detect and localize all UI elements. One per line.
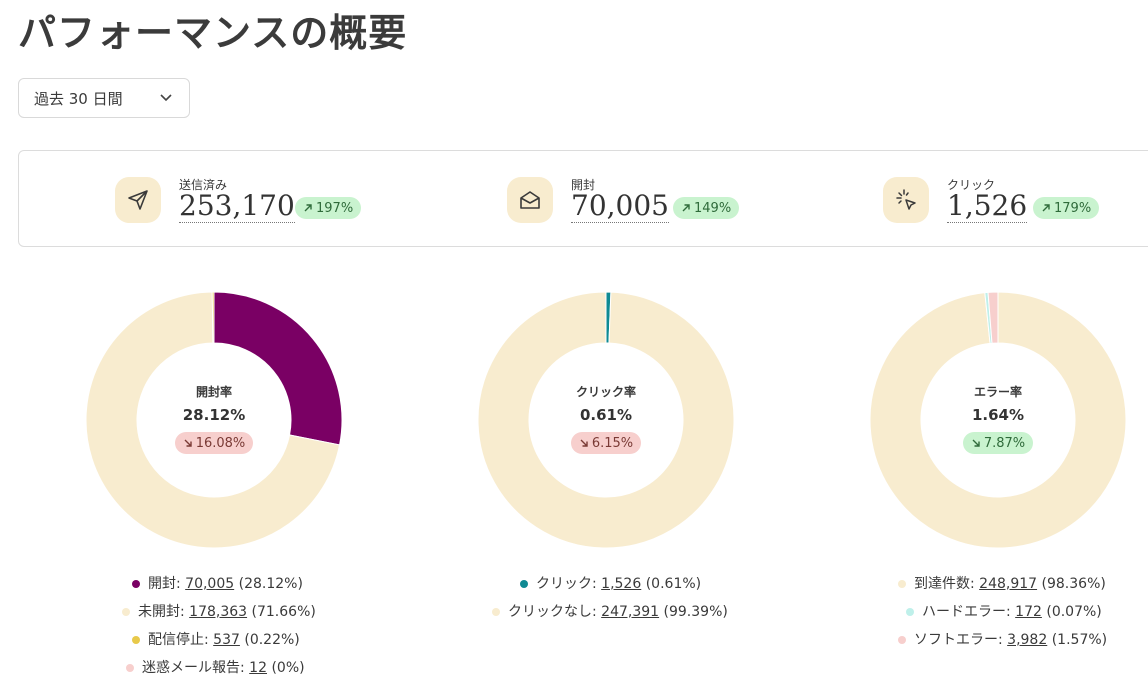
stat-opens-change-badge: 149% xyxy=(673,197,740,219)
legend-link-opened[interactable]: 70,005 xyxy=(185,576,235,592)
send-icon xyxy=(115,177,161,223)
legend-link-spam-reports[interactable]: 12 xyxy=(249,660,267,676)
legend-item-not-clicked: クリックなし: 247,391 (99.39%) xyxy=(492,598,728,626)
legend-item-delivered: 到達件数: 248,917 (98.36%) xyxy=(898,570,1107,598)
arrow-down-right-icon xyxy=(184,439,192,447)
legend-item-clicked: クリック: 1,526 (0.61%) xyxy=(520,570,728,598)
legend-item-opened: 開封: 70,005 (28.12%) xyxy=(132,570,316,598)
legend-item-unopened: 未開封: 178,363 (71.66%) xyxy=(122,598,316,626)
stat-clicks-change-badge: 179% xyxy=(1033,197,1100,219)
legend-link-soft-bounce[interactable]: 3,982 xyxy=(1007,632,1048,648)
donut-segment[interactable] xyxy=(213,291,343,446)
legend-item-spam-reports: 迷惑メール報告: 12 (0%) xyxy=(126,654,316,682)
stat-opens-label: 開封 xyxy=(571,178,596,192)
donut-segment[interactable] xyxy=(85,291,341,549)
legend-link-unopened[interactable]: 178,363 xyxy=(189,604,248,620)
legend-item-hard-bounce: ハードエラー: 172 (0.07%) xyxy=(906,598,1107,626)
period-dropdown[interactable]: 過去 30 日間 xyxy=(18,78,190,118)
legend-link-not-clicked[interactable]: 247,391 xyxy=(601,604,660,620)
error-rate-ring xyxy=(869,291,1127,549)
period-dropdown-value: 過去 30 日間 xyxy=(34,89,123,108)
donut-segment[interactable] xyxy=(211,291,215,344)
error-rate-legend: 到達件数: 248,917 (98.36%) ハードエラー: 172 (0.07… xyxy=(898,570,1107,654)
legend-dot xyxy=(906,608,914,616)
stat-opens-value[interactable]: 70,005 xyxy=(571,189,669,223)
arrow-down-right-icon xyxy=(580,439,588,447)
click-rate-donut: クリック率 0.61% 6.15% xyxy=(476,290,736,550)
click-rate-ring xyxy=(477,291,735,549)
arrow-up-right-icon xyxy=(304,204,312,212)
click-rate-change-badge: 6.15% xyxy=(570,432,642,454)
open-rate-ring xyxy=(85,291,343,549)
error-rate-value: 1.64% xyxy=(971,406,1025,424)
stat-sent-label: 送信済み xyxy=(179,178,228,192)
legend-item-unsubscribed: 配信停止: 537 (0.22%) xyxy=(132,626,316,654)
arrow-down-right-icon xyxy=(972,439,980,447)
page-title: パフォーマンスの概要 xyxy=(18,11,408,55)
error-rate-title: エラー率 xyxy=(973,385,1022,399)
legend-dot xyxy=(520,580,528,588)
open-rate-legend: 開封: 70,005 (28.12%) 未開封: 178,363 (71.66%… xyxy=(122,570,316,682)
chevron-down-icon xyxy=(160,94,172,102)
legend-dot xyxy=(126,664,134,672)
donut-segment[interactable] xyxy=(987,291,999,344)
stats-summary-card: 送信済み 253,170 197% 開封 70,005 149% クリック 1,… xyxy=(18,150,1148,247)
legend-dot xyxy=(132,636,140,644)
donut-segment[interactable] xyxy=(477,291,735,549)
legend-dot xyxy=(132,580,140,588)
legend-link-unsubscribed[interactable]: 537 xyxy=(213,632,240,648)
legend-item-soft-bounce: ソフトエラー: 3,982 (1.57%) xyxy=(898,626,1107,654)
open-rate-value: 28.12% xyxy=(182,406,246,424)
open-rate-title: 開封率 xyxy=(195,385,232,399)
stat-clicks-label: クリック xyxy=(947,178,996,192)
legend-link-delivered[interactable]: 248,917 xyxy=(979,576,1038,592)
click-rate-value: 0.61% xyxy=(579,406,633,424)
legend-link-hard-bounce[interactable]: 172 xyxy=(1015,604,1042,620)
legend-link-clicked[interactable]: 1,526 xyxy=(601,576,642,592)
legend-dot xyxy=(492,608,500,616)
envelope-open-icon xyxy=(507,177,553,223)
legend-dot xyxy=(898,580,906,588)
open-rate-change-badge: 16.08% xyxy=(174,432,254,454)
click-pointer-icon xyxy=(883,177,929,223)
click-rate-title: クリック率 xyxy=(575,385,636,399)
legend-dot xyxy=(898,636,906,644)
error-rate-donut: エラー率 1.64% 7.87% xyxy=(868,290,1128,550)
stat-sent-change-badge: 197% xyxy=(295,197,362,219)
donut-segment[interactable] xyxy=(869,291,1127,549)
arrow-up-right-icon xyxy=(682,204,690,212)
click-rate-legend: クリック: 1,526 (0.61%) クリックなし: 247,391 (99.… xyxy=(492,570,728,626)
error-rate-change-badge: 7.87% xyxy=(962,432,1034,454)
stat-sent-value[interactable]: 253,170 xyxy=(179,189,295,223)
legend-dot xyxy=(122,608,130,616)
stat-clicks-value[interactable]: 1,526 xyxy=(947,189,1028,223)
arrow-up-right-icon xyxy=(1042,204,1050,212)
open-rate-donut: 開封率 28.12% 16.08% xyxy=(84,290,344,550)
